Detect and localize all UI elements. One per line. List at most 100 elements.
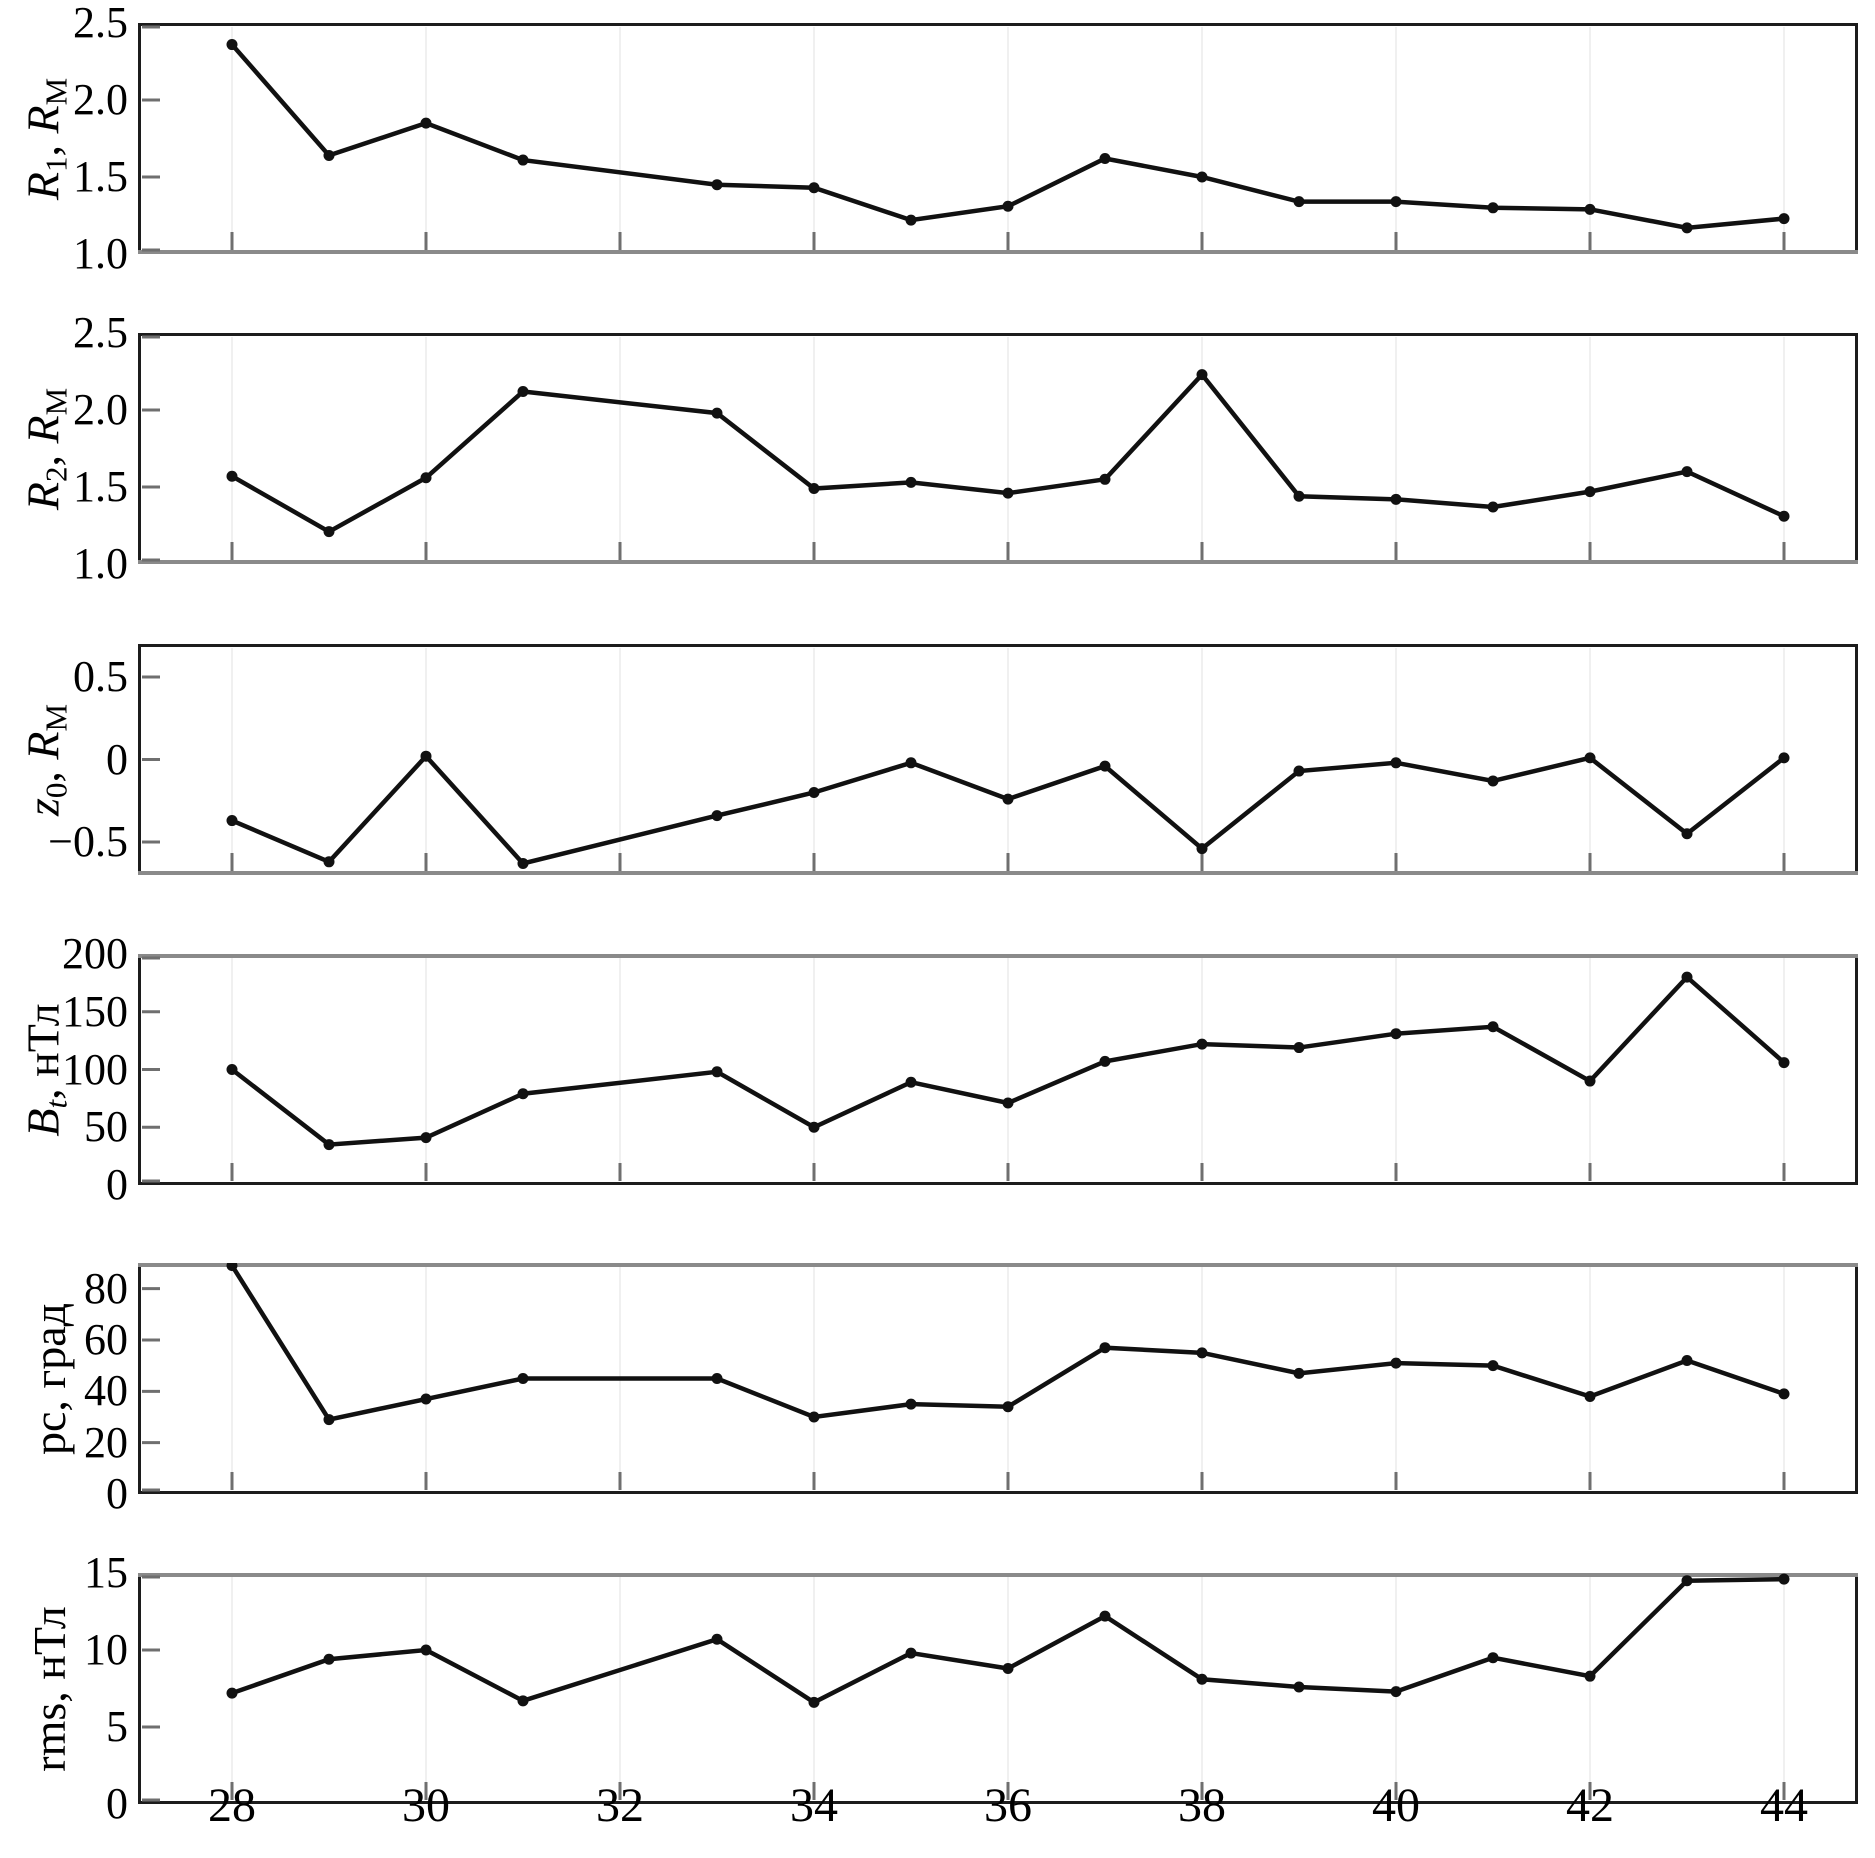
data-point bbox=[1390, 1357, 1402, 1369]
y-tick-label: 15 bbox=[84, 1548, 128, 1597]
y-tick-label: 1.0 bbox=[73, 539, 128, 588]
data-point bbox=[808, 787, 820, 798]
y-axis-label-segment: , нТл bbox=[17, 1002, 69, 1100]
y-axis-label-segment: t bbox=[38, 1099, 74, 1108]
data-point bbox=[420, 1644, 432, 1656]
data-point bbox=[711, 407, 723, 419]
data-point bbox=[323, 1414, 335, 1426]
x-tick-label: 30 bbox=[402, 1779, 450, 1832]
y-axis-label-segment: R bbox=[17, 104, 69, 134]
data-point bbox=[905, 1647, 917, 1659]
data-point bbox=[517, 1695, 529, 1707]
data-point bbox=[1002, 1662, 1014, 1674]
data-point bbox=[1584, 1075, 1596, 1087]
data-point bbox=[323, 856, 335, 868]
data-point bbox=[905, 1398, 917, 1410]
x-tick-label: 34 bbox=[790, 1779, 838, 1832]
panel-plot-R2 bbox=[138, 333, 1858, 564]
data-point bbox=[1196, 1673, 1208, 1685]
data-point bbox=[1778, 1057, 1790, 1069]
y-axis-label-rms: rms, нТл bbox=[24, 1605, 75, 1772]
data-point bbox=[420, 472, 432, 484]
data-line-pc bbox=[230, 1264, 1785, 1423]
panel-plot-R1 bbox=[138, 23, 1858, 254]
data-point bbox=[1293, 490, 1305, 502]
y-tick-label: 10 bbox=[84, 1625, 128, 1674]
y-axis-label-segment: rms, нТл bbox=[24, 1605, 75, 1772]
data-point bbox=[1390, 1686, 1402, 1698]
data-point bbox=[1487, 501, 1499, 513]
data-point bbox=[226, 470, 238, 482]
data-point bbox=[808, 182, 820, 194]
data-point bbox=[808, 1411, 820, 1423]
y-tick-label: 0 bbox=[106, 734, 128, 784]
y-axis-label-segment: M bbox=[38, 77, 74, 105]
panel-border bbox=[138, 23, 1858, 254]
data-point bbox=[1293, 1042, 1305, 1054]
data-line-R2 bbox=[230, 371, 1785, 535]
y-tick-label: 200 bbox=[62, 929, 128, 978]
x-tick-label: 32 bbox=[596, 1779, 644, 1832]
data-point bbox=[1681, 466, 1693, 478]
data-point bbox=[711, 1066, 723, 1078]
data-point bbox=[1099, 153, 1111, 165]
y-axis-label-segment: pc, град bbox=[24, 1302, 75, 1455]
data-point bbox=[1487, 1360, 1499, 1372]
y-tick-label: 0 bbox=[106, 1779, 128, 1828]
data-point bbox=[1293, 196, 1305, 208]
data-point bbox=[1390, 757, 1402, 769]
data-point bbox=[420, 117, 432, 129]
x-tick-label: 36 bbox=[984, 1779, 1032, 1832]
y-tick-label: 2.0 bbox=[73, 385, 128, 434]
data-point bbox=[905, 1076, 917, 1088]
data-point bbox=[1293, 1681, 1305, 1693]
data-point bbox=[1002, 793, 1014, 805]
data-line-Bt bbox=[230, 973, 1786, 1147]
data-point bbox=[1099, 473, 1111, 485]
data-point bbox=[1681, 971, 1693, 983]
data-point bbox=[1293, 1367, 1305, 1379]
data-point bbox=[808, 1121, 820, 1133]
y-axis-label-segment: 2 bbox=[38, 466, 74, 482]
x-tick-label: 38 bbox=[1178, 1779, 1226, 1832]
data-point bbox=[1002, 1401, 1014, 1413]
panel-border bbox=[138, 1263, 1858, 1494]
data-point bbox=[905, 214, 917, 226]
data-point bbox=[517, 386, 529, 398]
y-axis-label-segment: M bbox=[38, 387, 74, 415]
data-point bbox=[1584, 752, 1596, 764]
data-point bbox=[808, 483, 820, 495]
y-axis-label-segment: 1 bbox=[38, 156, 74, 172]
y-tick-label: 1.0 bbox=[73, 229, 128, 278]
data-point bbox=[1099, 1610, 1111, 1622]
y-axis-label-R1: R1, RM bbox=[17, 77, 80, 199]
data-point bbox=[1002, 200, 1014, 212]
y-tick-label: 100 bbox=[62, 1044, 128, 1094]
data-line-z0 bbox=[231, 752, 1786, 866]
y-axis-label-segment: B bbox=[17, 1107, 69, 1137]
y-axis-label-segment: M bbox=[38, 703, 74, 732]
data-point bbox=[323, 1653, 335, 1665]
y-axis-label-segment: , bbox=[17, 133, 69, 157]
data-point bbox=[1390, 1028, 1402, 1040]
data-point bbox=[1584, 1670, 1596, 1682]
data-point bbox=[1390, 196, 1402, 208]
y-tick-label: 2.5 bbox=[73, 0, 128, 47]
data-point bbox=[1196, 843, 1208, 855]
x-tick-label: 44 bbox=[1760, 1779, 1808, 1832]
y-axis-label-segment: , bbox=[17, 759, 69, 783]
data-point bbox=[1778, 510, 1790, 522]
data-point bbox=[1196, 369, 1208, 381]
data-point bbox=[1487, 1652, 1499, 1664]
data-point bbox=[420, 750, 432, 762]
y-tick-label: 1.5 bbox=[73, 152, 128, 201]
y-tick-label: 150 bbox=[62, 986, 128, 1036]
chart-panel-pc bbox=[138, 1260, 1858, 1499]
data-point bbox=[1584, 486, 1596, 498]
y-tick-label: 1.5 bbox=[73, 462, 128, 511]
data-point bbox=[420, 1132, 432, 1144]
y-tick-label: 0 bbox=[106, 1160, 128, 1209]
x-tick-label: 42 bbox=[1566, 1779, 1614, 1832]
data-point bbox=[517, 1088, 529, 1100]
